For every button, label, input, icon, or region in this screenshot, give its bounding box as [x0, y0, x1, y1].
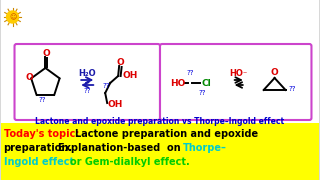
- Text: O: O: [25, 73, 33, 82]
- Text: Lactone and epoxide preparation vs Thorpe–Ingold effect: Lactone and epoxide preparation vs Thorp…: [36, 116, 284, 125]
- Text: or Gem-dialkyl effect.: or Gem-dialkyl effect.: [70, 157, 190, 167]
- Text: O: O: [43, 48, 50, 57]
- Text: Explanation-based  on: Explanation-based on: [58, 143, 181, 153]
- Circle shape: [6, 11, 19, 23]
- Text: ??: ??: [186, 70, 194, 76]
- Text: OH: OH: [108, 100, 123, 109]
- Text: OH: OH: [123, 71, 138, 80]
- Text: ☺: ☺: [9, 14, 16, 20]
- Text: ??: ??: [39, 97, 46, 103]
- Text: Cl: Cl: [202, 78, 212, 87]
- FancyBboxPatch shape: [1, 0, 319, 125]
- Text: H₂O: H₂O: [78, 69, 96, 78]
- Text: Ingold effect: Ingold effect: [4, 157, 74, 167]
- Text: ??: ??: [289, 86, 296, 92]
- Text: preparation.: preparation.: [4, 143, 73, 153]
- Text: Lactone preparation and epoxide: Lactone preparation and epoxide: [75, 129, 259, 139]
- Text: HO: HO: [170, 78, 186, 87]
- FancyBboxPatch shape: [160, 44, 311, 120]
- Text: ??: ??: [102, 83, 110, 89]
- FancyBboxPatch shape: [14, 44, 160, 120]
- Text: HO⁻: HO⁻: [229, 69, 248, 78]
- Text: ??: ??: [198, 90, 206, 96]
- Text: ??: ??: [84, 88, 91, 94]
- Text: Thorpe–: Thorpe–: [183, 143, 227, 153]
- FancyBboxPatch shape: [1, 123, 319, 180]
- Text: O: O: [116, 57, 124, 66]
- Text: Today's topic:: Today's topic:: [4, 129, 79, 139]
- Text: O: O: [271, 68, 278, 76]
